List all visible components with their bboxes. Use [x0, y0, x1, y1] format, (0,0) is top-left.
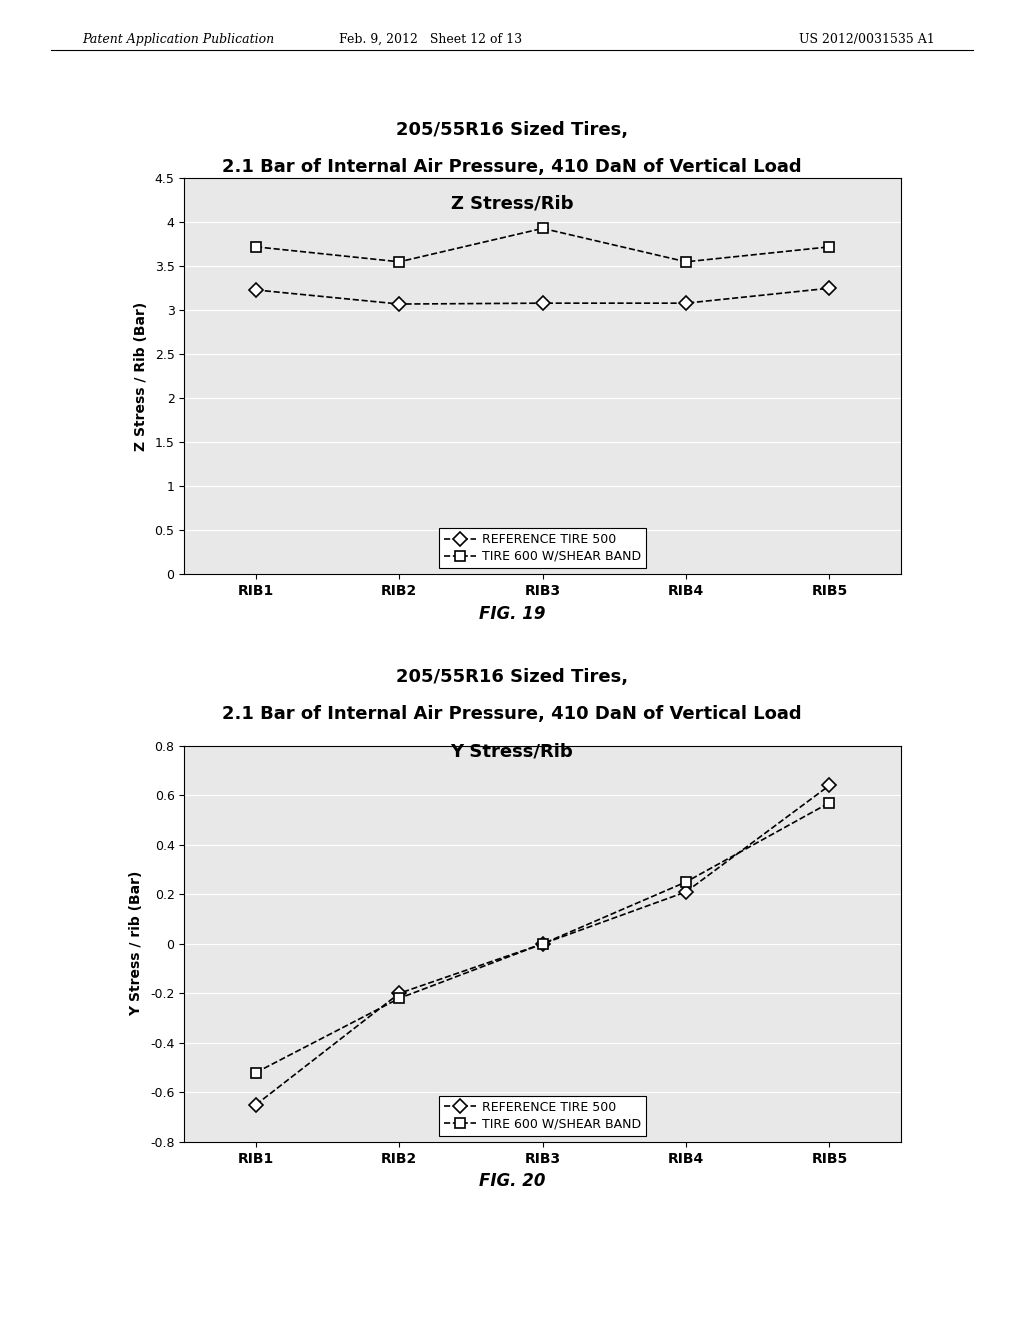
- Text: Z Stress/Rib: Z Stress/Rib: [451, 194, 573, 213]
- REFERENCE TIRE 500: [393, 296, 406, 312]
- REFERENCE TIRE 500: [823, 777, 836, 793]
- TIRE 600 W/SHEAR BAND: [680, 253, 692, 269]
- REFERENCE TIRE 500: [680, 884, 692, 900]
- Legend: REFERENCE TIRE 500, TIRE 600 W/SHEAR BAND: REFERENCE TIRE 500, TIRE 600 W/SHEAR BAN…: [439, 1096, 646, 1135]
- Line: TIRE 600 W/SHEAR BAND: TIRE 600 W/SHEAR BAND: [251, 797, 835, 1077]
- Text: FIG. 19: FIG. 19: [479, 605, 545, 623]
- REFERENCE TIRE 500: [537, 296, 549, 312]
- REFERENCE TIRE 500: [680, 296, 692, 312]
- TIRE 600 W/SHEAR BAND: [823, 795, 836, 810]
- TIRE 600 W/SHEAR BAND: [393, 990, 406, 1006]
- TIRE 600 W/SHEAR BAND: [823, 239, 836, 255]
- Line: TIRE 600 W/SHEAR BAND: TIRE 600 W/SHEAR BAND: [251, 223, 835, 267]
- Text: 2.1 Bar of Internal Air Pressure, 410 DaN of Vertical Load: 2.1 Bar of Internal Air Pressure, 410 Da…: [222, 157, 802, 176]
- REFERENCE TIRE 500: [250, 282, 262, 298]
- TIRE 600 W/SHEAR BAND: [250, 239, 262, 255]
- TIRE 600 W/SHEAR BAND: [537, 220, 549, 236]
- TIRE 600 W/SHEAR BAND: [537, 936, 549, 952]
- REFERENCE TIRE 500: [250, 1097, 262, 1113]
- Line: REFERENCE TIRE 500: REFERENCE TIRE 500: [251, 780, 835, 1110]
- REFERENCE TIRE 500: [537, 936, 549, 952]
- Text: FIG. 20: FIG. 20: [479, 1172, 545, 1191]
- Text: Patent Application Publication: Patent Application Publication: [82, 33, 274, 46]
- Text: Y Stress/Rib: Y Stress/Rib: [451, 742, 573, 760]
- Line: REFERENCE TIRE 500: REFERENCE TIRE 500: [251, 284, 835, 309]
- Legend: REFERENCE TIRE 500, TIRE 600 W/SHEAR BAND: REFERENCE TIRE 500, TIRE 600 W/SHEAR BAN…: [439, 528, 646, 568]
- Text: 205/55R16 Sized Tires,: 205/55R16 Sized Tires,: [396, 120, 628, 139]
- TIRE 600 W/SHEAR BAND: [680, 874, 692, 890]
- TIRE 600 W/SHEAR BAND: [250, 1064, 262, 1080]
- Text: 205/55R16 Sized Tires,: 205/55R16 Sized Tires,: [396, 668, 628, 686]
- Text: 2.1 Bar of Internal Air Pressure, 410 DaN of Vertical Load: 2.1 Bar of Internal Air Pressure, 410 Da…: [222, 705, 802, 723]
- Y-axis label: Y Stress / rib (Bar): Y Stress / rib (Bar): [129, 871, 143, 1016]
- REFERENCE TIRE 500: [823, 280, 836, 296]
- TIRE 600 W/SHEAR BAND: [393, 253, 406, 269]
- Text: Feb. 9, 2012   Sheet 12 of 13: Feb. 9, 2012 Sheet 12 of 13: [339, 33, 521, 46]
- Y-axis label: Z Stress / Rib (Bar): Z Stress / Rib (Bar): [134, 301, 147, 451]
- Text: US 2012/0031535 A1: US 2012/0031535 A1: [799, 33, 935, 46]
- REFERENCE TIRE 500: [393, 985, 406, 1001]
